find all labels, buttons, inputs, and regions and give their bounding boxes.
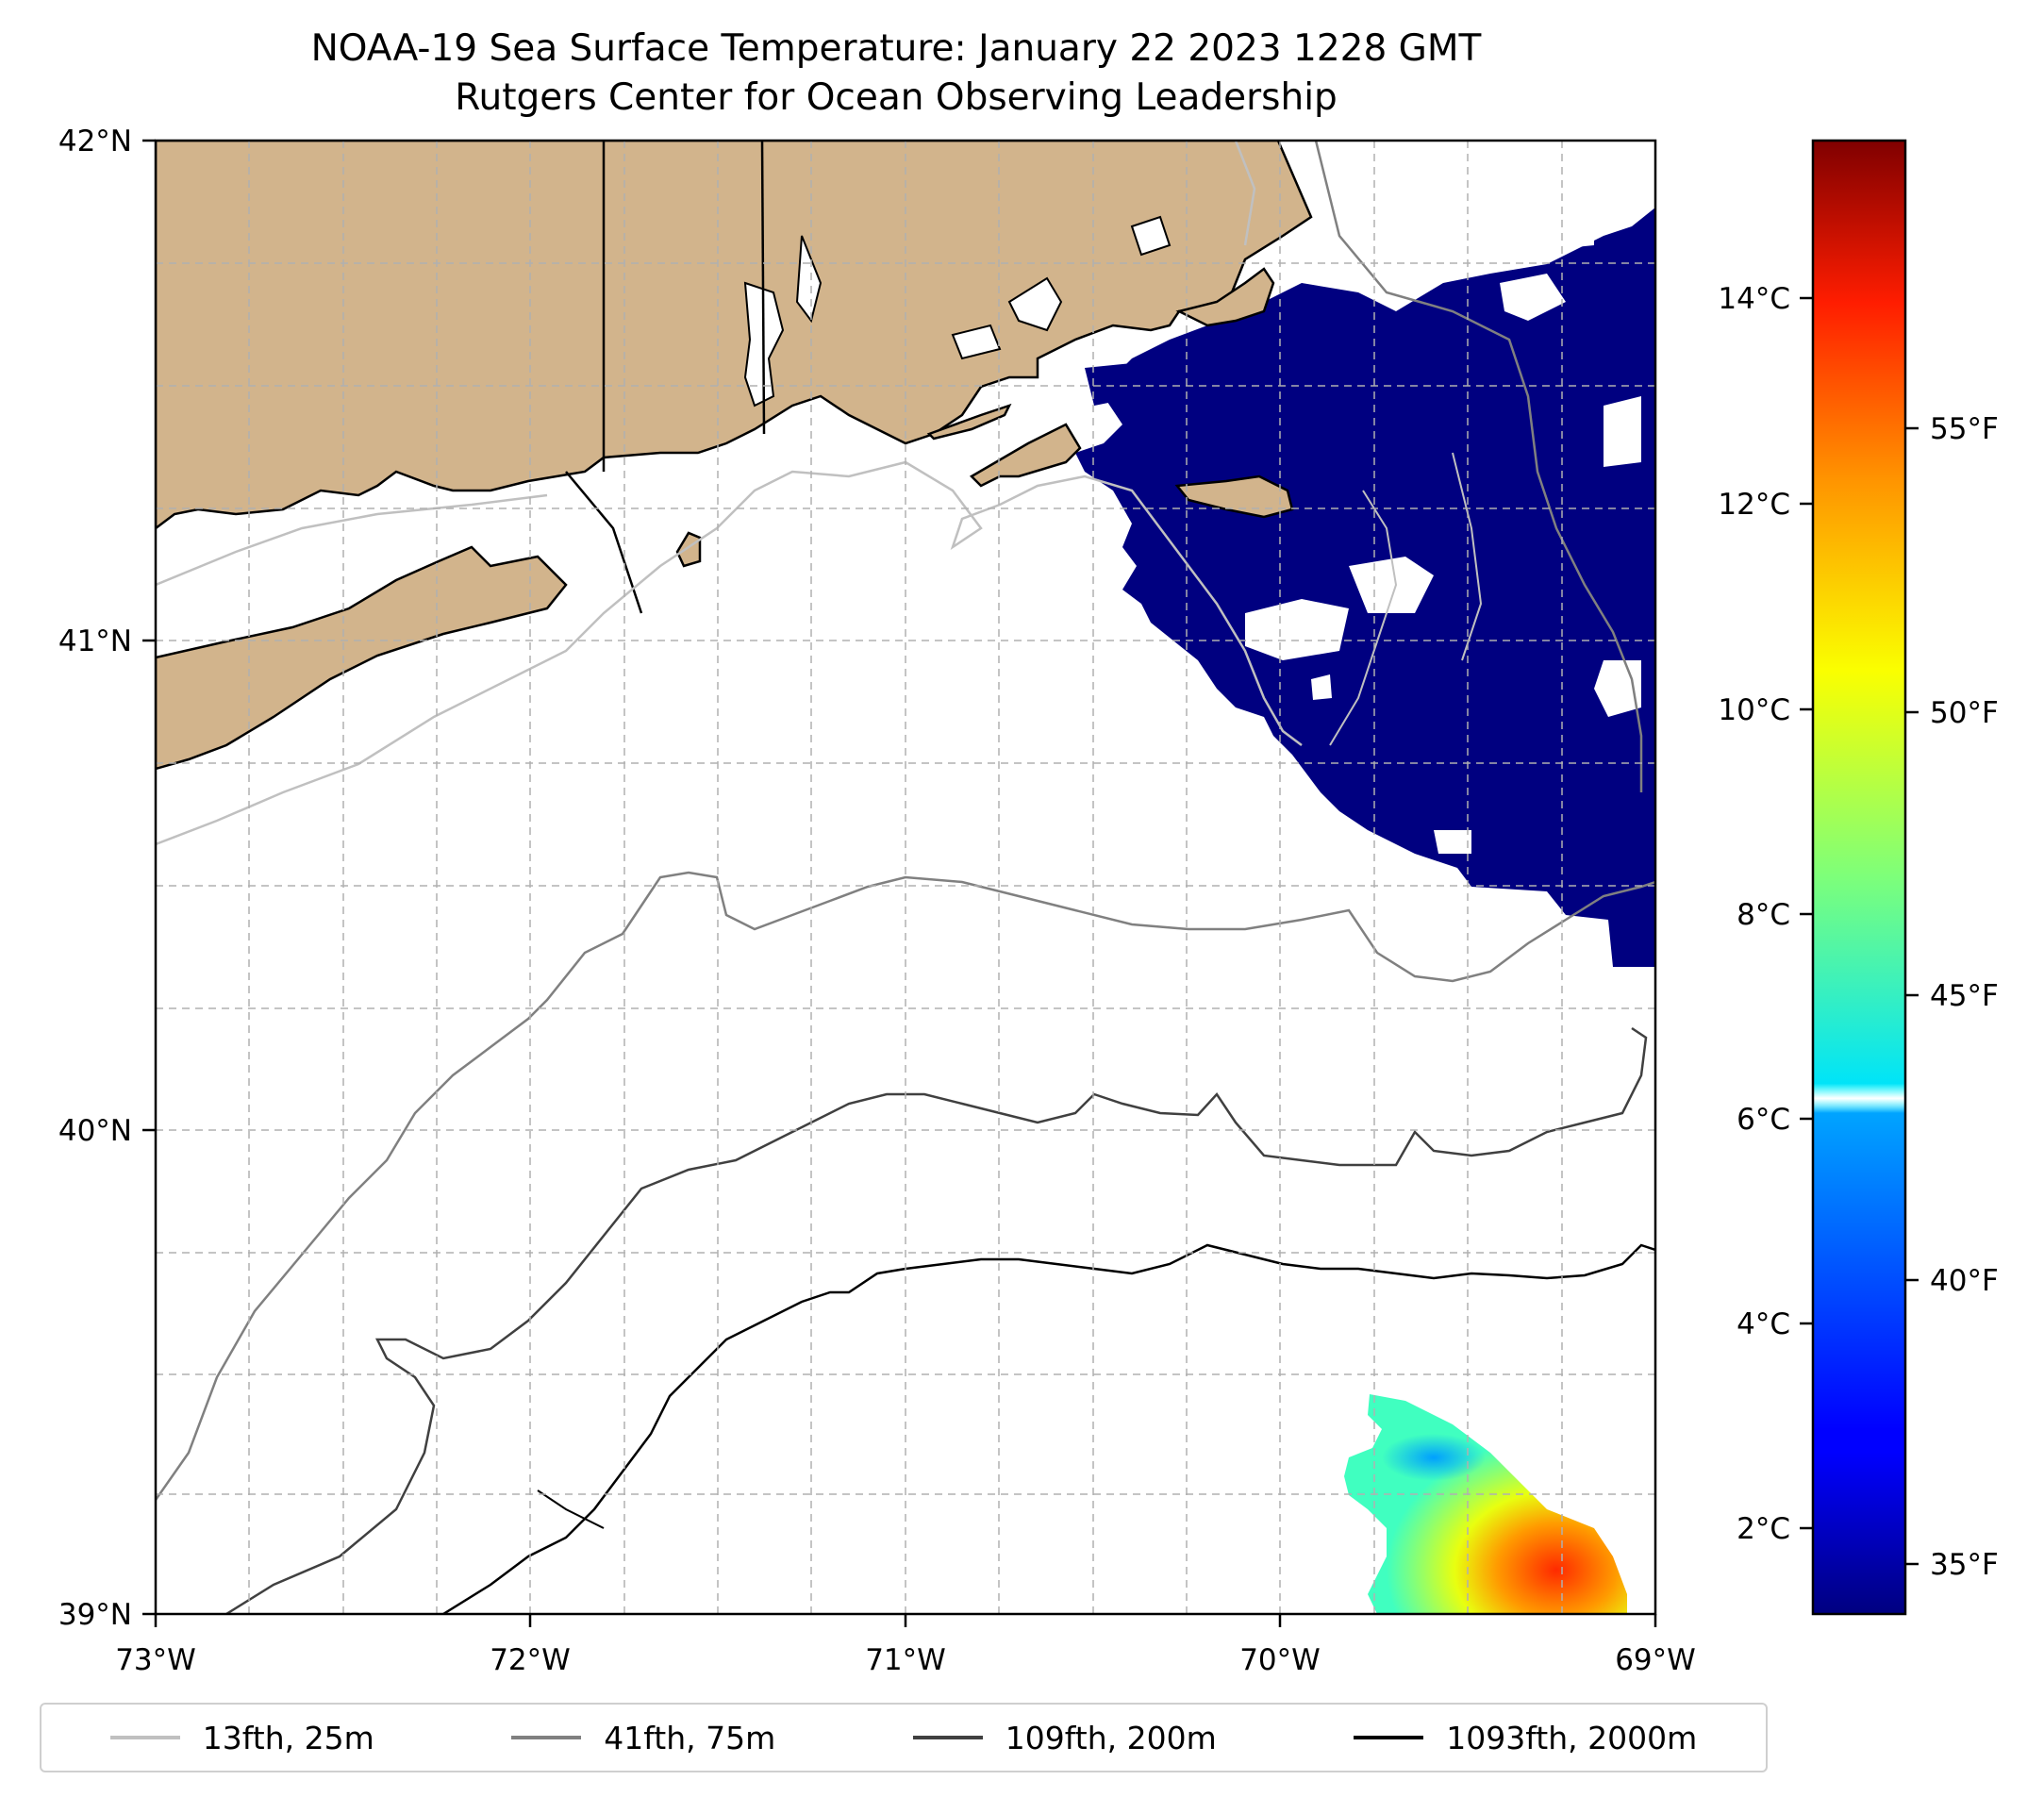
warm-sst-region [1344, 1394, 1627, 1614]
celsius-tick-label: 8°C [1737, 898, 1790, 932]
celsius-tick-label: 2°C [1737, 1512, 1790, 1546]
legend-label: 109fth, 200m [1005, 1719, 1217, 1756]
lat-tick-label: 39°N [58, 1598, 132, 1632]
lon-tick-label: 69°W [1615, 1643, 1696, 1677]
contour-75m [156, 871, 1655, 1501]
cold-sst-patch [1085, 363, 1141, 406]
fahrenheit-tick-label: 50°F [1930, 696, 1999, 730]
legend-item-75m: 41fth, 75m [511, 1720, 775, 1756]
colorbar-gradient [1811, 139, 1907, 1616]
map-subtitle: Rutgers Center for Ocean Observing Leade… [455, 76, 1338, 119]
contour-200m [225, 1026, 1648, 1614]
celsius-tick-label: 14°C [1718, 282, 1790, 316]
legend-label: 1093fth, 2000m [1446, 1719, 1698, 1756]
legend-label: 13fth, 25m [202, 1719, 374, 1756]
legend-item-25m: 13fth, 25m [109, 1719, 374, 1756]
land [156, 141, 1313, 771]
celsius-tick-label: 12°C [1718, 488, 1790, 522]
celsius-tick-label: 10°C [1718, 693, 1790, 727]
legend-item-2000m: 1093fth, 2000m [1354, 1720, 1697, 1756]
cloud-gaps [1245, 217, 1641, 854]
fahrenheit-tick-label: 55°F [1930, 412, 1999, 446]
celsius-tick-label: 4°C [1737, 1307, 1790, 1341]
lon-tick-label: 70°W [1239, 1643, 1321, 1677]
legend-line-icon [1354, 1736, 1424, 1739]
fahrenheit-tick-label: 35°F [1930, 1548, 1999, 1582]
legend-line-icon [511, 1736, 582, 1739]
lat-tick-label: 40°N [58, 1114, 132, 1148]
fahrenheit-tick-label: 40°F [1930, 1264, 1999, 1298]
lat-tick-label: 41°N [58, 624, 132, 658]
state-borders [565, 141, 766, 614]
lat-tick-label: 42°N [58, 125, 132, 158]
legend-label: 41fth, 75m [604, 1719, 776, 1756]
legend-line-icon [109, 1736, 180, 1739]
fahrenheit-tick-label: 45°F [1930, 979, 1999, 1013]
lon-tick-label: 72°W [490, 1643, 571, 1677]
cool-sst-spot [1382, 1434, 1486, 1481]
bathymetry-contours [156, 141, 1655, 1614]
axis-ticks [142, 139, 1657, 1627]
depth-legend: 13fth, 25m 41fth, 75m 109fth, 200m 1093f… [40, 1703, 1768, 1772]
celsius-tick-label: 6°C [1737, 1103, 1790, 1137]
lon-tick-label: 71°W [865, 1643, 946, 1677]
lon-tick-label: 73°W [115, 1643, 196, 1677]
legend-line-icon [912, 1736, 983, 1739]
map-title: NOAA-19 Sea Surface Temperature: January… [310, 27, 1482, 70]
legend-item-200m: 109fth, 200m [912, 1719, 1217, 1756]
contour-25m [156, 460, 1303, 846]
colorbar: 14°C 12°C 10°C 8°C 6°C 4°C 2°C 55°F 50°F… [1718, 139, 1999, 1616]
contour-2000m [442, 1243, 1655, 1614]
